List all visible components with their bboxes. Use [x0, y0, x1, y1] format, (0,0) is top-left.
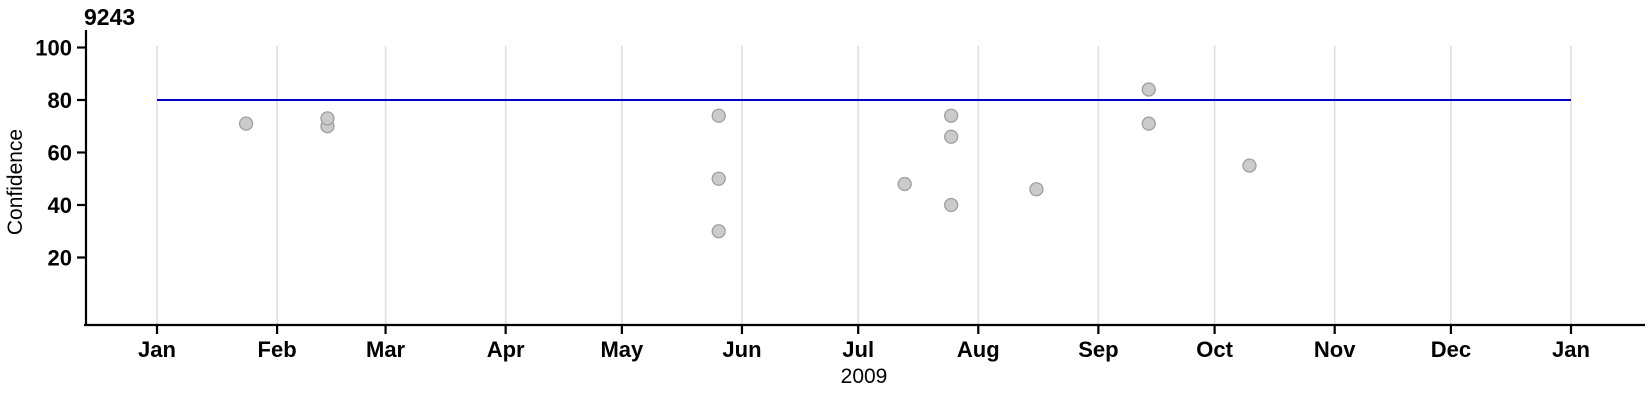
y-axis-title: Confidence — [4, 129, 27, 235]
x-tick-label: Sep — [1078, 337, 1118, 362]
data-point — [1029, 182, 1044, 197]
x-tick-label: Jul — [842, 337, 874, 362]
x-axis-title: 2009 — [841, 365, 888, 388]
data-point — [711, 171, 726, 186]
x-tick-label: Aug — [957, 337, 1000, 362]
data-point — [944, 129, 959, 144]
data-point — [711, 224, 726, 239]
y-tick-label: 100 — [35, 36, 72, 61]
data-point — [944, 197, 959, 213]
x-tick-label: Jan — [1552, 337, 1590, 362]
x-tick-label: Nov — [1314, 337, 1356, 362]
x-tick-label: Mar — [366, 337, 406, 362]
x-tick-label: Feb — [258, 337, 297, 362]
data-point — [944, 108, 959, 123]
y-tick-label: 60 — [48, 141, 72, 166]
x-tick-label: Jun — [722, 337, 761, 362]
data-point — [711, 108, 726, 123]
data-point — [1141, 116, 1156, 131]
data-point — [897, 176, 912, 192]
y-tick-label: 20 — [48, 246, 72, 271]
x-tick-label: Jan — [138, 337, 176, 362]
x-tick-label: Oct — [1196, 337, 1233, 362]
x-tick-label: Dec — [1431, 337, 1471, 362]
y-tick-label: 40 — [48, 193, 72, 218]
data-point — [320, 111, 335, 126]
x-tick-label: Apr — [487, 337, 525, 362]
chart-title: 9243 — [84, 4, 135, 30]
y-tick-label: 80 — [48, 88, 72, 113]
data-point — [1141, 82, 1156, 97]
x-tick-label: May — [600, 337, 644, 362]
data-point — [238, 116, 254, 131]
chart-shapes-layer: 100 80 60 40 20 Jan Feb Mar Apr May Jun Jul Aug Sep Oc… — [35, 30, 1645, 362]
data-point — [1242, 158, 1257, 173]
